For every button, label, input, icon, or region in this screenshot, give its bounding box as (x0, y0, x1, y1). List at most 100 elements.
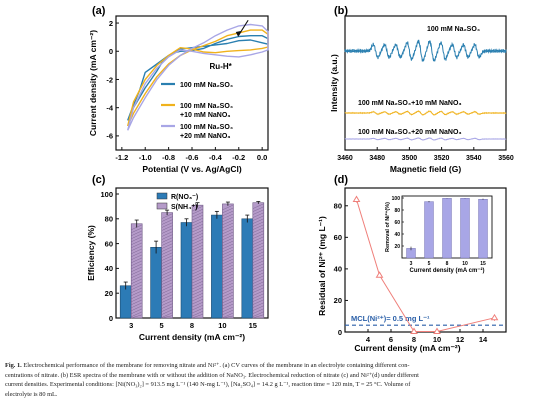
panel-c-bar-s-hatch (222, 273, 234, 280)
panel-c-bar-s-hatch (252, 296, 264, 302)
panel-c-bar-s-hatch (131, 305, 143, 311)
panel-c-bar-s-hatch (222, 285, 234, 292)
panel-c-bar-s-hatch (252, 263, 264, 269)
panel-d-inset-xlabel: Current density (mA cm⁻²) (410, 267, 485, 274)
panel-b-xtick-label: 3560 (498, 155, 514, 162)
panel-c-bar-r (241, 218, 254, 319)
panel-c-bar-s-hatch (161, 240, 173, 246)
panel-c-xtick-label: 3 (129, 321, 133, 330)
panel-c-bar-s-hatch (252, 233, 264, 239)
panel-d-inset-bar (424, 201, 434, 259)
panel-d-inset-ytick-label: 60 (394, 220, 400, 226)
panel-c-ytick-label: 0 (109, 314, 113, 323)
panel-c-bar-s-hatch (131, 239, 143, 245)
panel-d-inset-xtick-label: 10 (462, 261, 468, 267)
panel-c-bar-s-hatch (191, 280, 204, 287)
panel-c-bar-s-hatch (222, 243, 234, 250)
panel-c-bar-s-hatch (252, 290, 264, 296)
panel-c-bar-s-hatch (222, 297, 234, 304)
panel-c-legend-label-1: R(NO₃⁻) (171, 194, 198, 201)
panel-d-letter: (d) (334, 174, 348, 186)
panel-a-legend-label-1: 100 mM Na₂SO₄ (180, 82, 233, 89)
panel-b-xtick-label: 3500 (402, 155, 418, 162)
panel-c-bar-s-hatch (161, 276, 173, 282)
panel-c-bar-s-hatch (161, 294, 173, 300)
panel-a-legend-label-2: 100 mM Na₂SO₄ (180, 103, 233, 110)
panel-c-xlabel: Current density (mA cm⁻²) (139, 332, 245, 342)
panel-c-bar-s-hatch (191, 238, 204, 245)
panel-c-bar-s-hatch (161, 282, 173, 288)
panel-c-bar-s-hatch (191, 286, 204, 293)
panel-c-bar-s-hatch (191, 253, 204, 260)
panel-c-bar-s-hatch (191, 274, 204, 281)
panel-a-ytick-label: 0 (109, 47, 113, 56)
panel-c-bar-s-hatch (222, 288, 234, 295)
caption-line-2: centrations of nitrate. (b) ESR spectra … (5, 371, 419, 379)
panel-d-inset-bar (460, 198, 470, 259)
panel-c-bar-r (180, 222, 193, 319)
panel-c-bar-s-hatch (191, 226, 204, 233)
panel-b-ylabel: Intensity (a.u.) (329, 54, 339, 112)
panel-c-bar-s-hatch (131, 299, 143, 305)
caption-line-3: current densities. Experimental conditio… (5, 381, 411, 388)
panel-c-bar-s-hatch (222, 204, 234, 211)
panel-c-bar-s-hatch (161, 267, 173, 273)
caption-line-1: Fig. 1. Electrochemical performance of t… (5, 361, 551, 371)
panel-c-bar-s-hatch (131, 248, 143, 254)
panel-c-bar-s-hatch (222, 294, 234, 301)
panel-c-bar-s-hatch (222, 222, 234, 229)
panel-c-bar-s-hatch (131, 314, 143, 319)
panel-c-bar-s-hatch (131, 284, 143, 290)
panel-d-ytick-label: 40 (334, 265, 342, 274)
panel-d-inset-bar (478, 198, 488, 259)
panel-c-bar-s-hatch (191, 250, 204, 257)
panel-c-bar-s-hatch (252, 212, 264, 218)
figure: (a) (b) (c) (d) -1.2 -1.0 -0.8 -0.6 -0.4 -0.2… (86, 5, 514, 353)
panel-c-bar-s-hatch (191, 235, 204, 242)
panel-c-bar-s-hatch (252, 209, 264, 215)
panel-c-bar-s-hatch (161, 246, 173, 252)
panel-c-ytick-label: 20 (105, 289, 113, 298)
panel-a-ytick-label: -6 (106, 132, 113, 141)
panel-c-bar-s-hatch (191, 277, 204, 284)
panel-a-xtick-label: -0.4 (209, 153, 223, 162)
panel-a-letter: (a) (92, 5, 106, 17)
panel-c-bar-s-hatch (161, 264, 173, 270)
panel-c-bar-s-hatch (131, 266, 143, 272)
panel-c-efficiency-chart: 0 20 40 60 80 100 Current density (mA cm⁻²) Eff… (86, 187, 269, 342)
panel-c-bar-s-hatch (131, 290, 143, 296)
panel-d-inset-ytick-label: 20 (394, 244, 400, 250)
panel-c-bar-s-hatch (191, 262, 204, 269)
panel-c-bar-s-hatch (131, 275, 143, 281)
panel-c-bar-s-hatch (252, 206, 264, 212)
panel-c-bar-s-hatch (161, 273, 173, 279)
panel-c-bar-s-hatch (222, 291, 234, 298)
panel-c-bar-s-hatch (191, 271, 204, 278)
panel-c-bar-s-hatch (222, 300, 234, 307)
panel-c-bar-s-hatch (222, 270, 234, 277)
panel-c-bar-s-hatch (131, 302, 143, 308)
panel-c-bar-s-hatch (252, 299, 264, 305)
panel-a-xtick-label: -0.8 (162, 153, 175, 162)
panel-c-bar-s-hatch (222, 249, 234, 256)
panel-a-legend-label-3: 100 mM Na₂SO₄ (180, 124, 233, 131)
panel-d-ytick-label: 0 (338, 328, 342, 337)
panel-d-inset-ytick-label: 40 (394, 232, 400, 238)
panel-d-xtick-label: 4 (366, 335, 371, 344)
panel-c-bar-s-hatch (191, 313, 204, 319)
panel-c-bar-s-hatch (222, 282, 234, 289)
panel-d-point (410, 327, 418, 335)
panel-c-bar-s-hatch (131, 245, 143, 251)
panel-c-bar-s-hatch (252, 278, 264, 284)
panel-a-legend-label-3: +20 mM NaNO₃ (180, 133, 231, 140)
panel-c-bar-s-hatch (161, 234, 173, 240)
panel-c-bar-s-hatch (191, 256, 204, 263)
panel-c-bar-s-hatch (191, 292, 204, 299)
panel-c-bar-s-hatch (191, 217, 204, 224)
panel-a-legend-label-2: +10 mM NaNO₃ (180, 112, 231, 119)
panel-c-bar-s-hatch (161, 291, 173, 297)
caption-line-1-text: Electrochemical performance of the membr… (23, 362, 410, 369)
panel-c-bar-s-hatch (131, 260, 143, 266)
panel-c-bar-s-hatch (222, 231, 234, 238)
panel-c-bar-s-hatch (161, 249, 173, 255)
